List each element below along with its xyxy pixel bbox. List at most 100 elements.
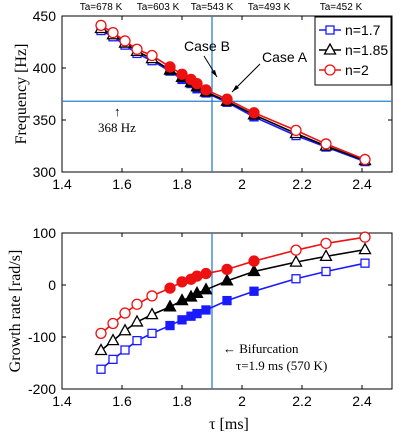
data-point xyxy=(200,267,212,280)
data-point xyxy=(221,93,233,105)
data-point xyxy=(175,293,189,306)
data-point xyxy=(107,317,119,330)
data-point xyxy=(176,68,188,80)
data-point xyxy=(94,343,108,356)
x-tick-label: 1.6 xyxy=(112,393,132,409)
growth-y-axis-label: Growth rate [rad/s] xyxy=(7,250,24,373)
legend-item: n=1.85 xyxy=(319,42,388,58)
data-point xyxy=(165,320,175,331)
temperature-tick-label: Ta=493 K xyxy=(248,2,291,13)
y-tick-label: 400 xyxy=(33,60,57,76)
hz-label: 368 Hz xyxy=(98,120,136,135)
data-point xyxy=(118,323,132,336)
legend-label: n=1.85 xyxy=(345,42,388,58)
data-point xyxy=(147,328,157,339)
data-point xyxy=(247,264,261,277)
frequency-series xyxy=(94,19,372,167)
series-circle xyxy=(95,231,371,340)
x-tick-label: 1.6 xyxy=(112,176,132,192)
data-point xyxy=(201,305,211,315)
tau-value-label: τ=1.9 ms (570 K) xyxy=(236,358,327,373)
x-tick-label: 2.2 xyxy=(292,393,312,409)
data-point xyxy=(146,49,158,62)
hz-arrow-up: ↑ xyxy=(114,104,121,119)
y-tick-label: -200 xyxy=(28,381,56,397)
x-tick-label: 2.4 xyxy=(352,176,372,192)
legend-item: n=2 xyxy=(319,62,369,78)
data-point xyxy=(132,335,142,346)
legend-label: n=2 xyxy=(345,62,369,78)
y-tick-label: 350 xyxy=(33,112,57,128)
data-point xyxy=(190,285,204,298)
series-triangle xyxy=(94,242,372,356)
x-tick-label: 2.2 xyxy=(292,176,312,192)
data-point xyxy=(146,290,158,302)
data-point xyxy=(200,84,212,96)
data-point xyxy=(220,273,234,286)
data-point xyxy=(222,295,232,306)
series-square xyxy=(96,258,370,374)
data-point xyxy=(192,308,202,319)
data-point xyxy=(108,354,118,365)
y-tick-label: -100 xyxy=(28,329,56,345)
data-point xyxy=(289,254,303,267)
x-tick-label: 1.4 xyxy=(52,176,72,192)
data-point xyxy=(95,19,107,32)
legend-marker xyxy=(323,42,337,55)
x-tick-label: 1.8 xyxy=(172,176,192,192)
temperature-tick-label: Ta=603 K xyxy=(137,2,180,13)
case-b-label: Case B xyxy=(184,38,230,54)
data-point xyxy=(290,244,302,256)
data-point xyxy=(319,249,333,262)
case-a-arrowhead xyxy=(232,85,239,92)
data-point xyxy=(131,43,143,55)
legend-marker xyxy=(324,64,336,76)
data-point xyxy=(360,258,370,268)
data-point xyxy=(359,153,371,166)
data-point xyxy=(221,263,233,276)
y-tick-label: 0 xyxy=(48,277,56,293)
x-tick-label: 2 xyxy=(238,393,246,409)
growth-x-ticks: 1.4 1.6 1.8 2 2.2 2.4 xyxy=(52,233,372,409)
data-point xyxy=(291,274,301,284)
bifurcation-label: ← Bifurcation xyxy=(223,341,299,356)
data-point xyxy=(248,255,260,267)
x-axis-label: τ [ms] xyxy=(209,416,249,433)
data-point xyxy=(249,286,259,296)
data-point xyxy=(163,299,177,312)
data-point xyxy=(177,315,187,325)
data-point xyxy=(120,345,130,355)
series-circle xyxy=(95,19,371,166)
legend-marker xyxy=(325,25,335,35)
x-tick-label: 1.8 xyxy=(172,393,192,409)
temperature-tick-label: Ta=452 K xyxy=(320,2,363,13)
frequency-top-temperature-ticks: Ta=678 K Ta=603 K Ta=543 K Ta=493 K Ta=452 K xyxy=(80,2,363,13)
growth-plot-frame xyxy=(61,232,393,390)
data-point xyxy=(199,282,213,295)
frequency-y-axis-label: Frequency [Hz] xyxy=(13,44,30,145)
legend-item: n=1.7 xyxy=(319,22,381,38)
data-point xyxy=(164,61,176,73)
data-point xyxy=(290,124,302,137)
data-point xyxy=(106,333,120,346)
data-point xyxy=(131,298,143,310)
data-point xyxy=(321,266,331,277)
data-point xyxy=(119,307,131,319)
y-tick-label: 100 xyxy=(33,225,57,241)
growth-rate-panel: 1.4 1.6 1.8 2 2.2 2.4 -200 -100 0 100 ← Bifurcat… xyxy=(7,225,393,433)
legend: n=1.7 n=1.85 n=2 xyxy=(314,16,392,86)
case-b-arrowhead xyxy=(211,70,217,77)
data-point xyxy=(95,327,107,340)
x-tick-label: 2 xyxy=(238,176,246,192)
data-point xyxy=(107,26,119,39)
frequency-y-ticks: 300 350 400 450 xyxy=(33,8,392,180)
y-tick-label: 450 xyxy=(33,8,57,24)
growth-y-ticks: -200 -100 0 100 xyxy=(28,225,392,397)
data-point xyxy=(145,307,159,320)
data-point xyxy=(191,77,203,90)
data-point xyxy=(320,237,332,250)
x-tick-label: 2.4 xyxy=(352,393,372,409)
data-point xyxy=(96,364,106,374)
